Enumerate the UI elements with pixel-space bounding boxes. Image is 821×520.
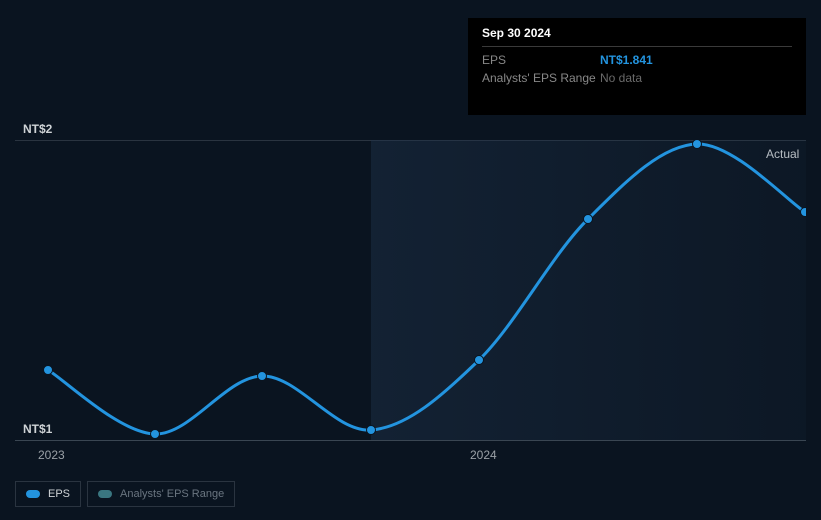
tooltip-date: Sep 30 2024: [482, 26, 792, 47]
legend-item-eps[interactable]: EPS: [15, 481, 81, 507]
tooltip-label: EPS: [482, 53, 600, 67]
chart-legend: EPS Analysts' EPS Range: [15, 481, 235, 507]
eps-data-point[interactable]: [151, 430, 160, 439]
eps-data-point[interactable]: [367, 426, 376, 435]
tooltip-row-range: Analysts' EPS Range No data: [482, 69, 792, 87]
baseline: [15, 440, 806, 441]
legend-swatch-icon: [98, 490, 112, 498]
line-series-eps: [15, 140, 806, 440]
eps-line-path: [48, 144, 805, 434]
tooltip-label: Analysts' EPS Range: [482, 71, 600, 85]
eps-data-point[interactable]: [258, 372, 267, 381]
legend-label: EPS: [48, 488, 70, 500]
legend-swatch-icon: [26, 490, 40, 498]
legend-item-analysts-range[interactable]: Analysts' EPS Range: [87, 481, 235, 507]
eps-chart: Sep 30 2024 EPS NT$1.841 Analysts' EPS R…: [0, 0, 821, 520]
tooltip-value: No data: [600, 71, 792, 85]
chart-tooltip: Sep 30 2024 EPS NT$1.841 Analysts' EPS R…: [468, 18, 806, 115]
eps-data-point[interactable]: [693, 140, 702, 149]
tooltip-row-eps: EPS NT$1.841: [482, 51, 792, 69]
eps-data-point[interactable]: [584, 215, 593, 224]
x-tick-label: 2024: [470, 448, 497, 462]
tooltip-value: NT$1.841: [600, 53, 792, 67]
legend-label: Analysts' EPS Range: [120, 488, 224, 500]
eps-data-point[interactable]: [475, 356, 484, 365]
eps-data-point[interactable]: [801, 208, 807, 217]
y-tick-label: NT$2: [23, 122, 52, 136]
x-tick-label: 2023: [38, 448, 65, 462]
eps-data-point[interactable]: [44, 366, 53, 375]
